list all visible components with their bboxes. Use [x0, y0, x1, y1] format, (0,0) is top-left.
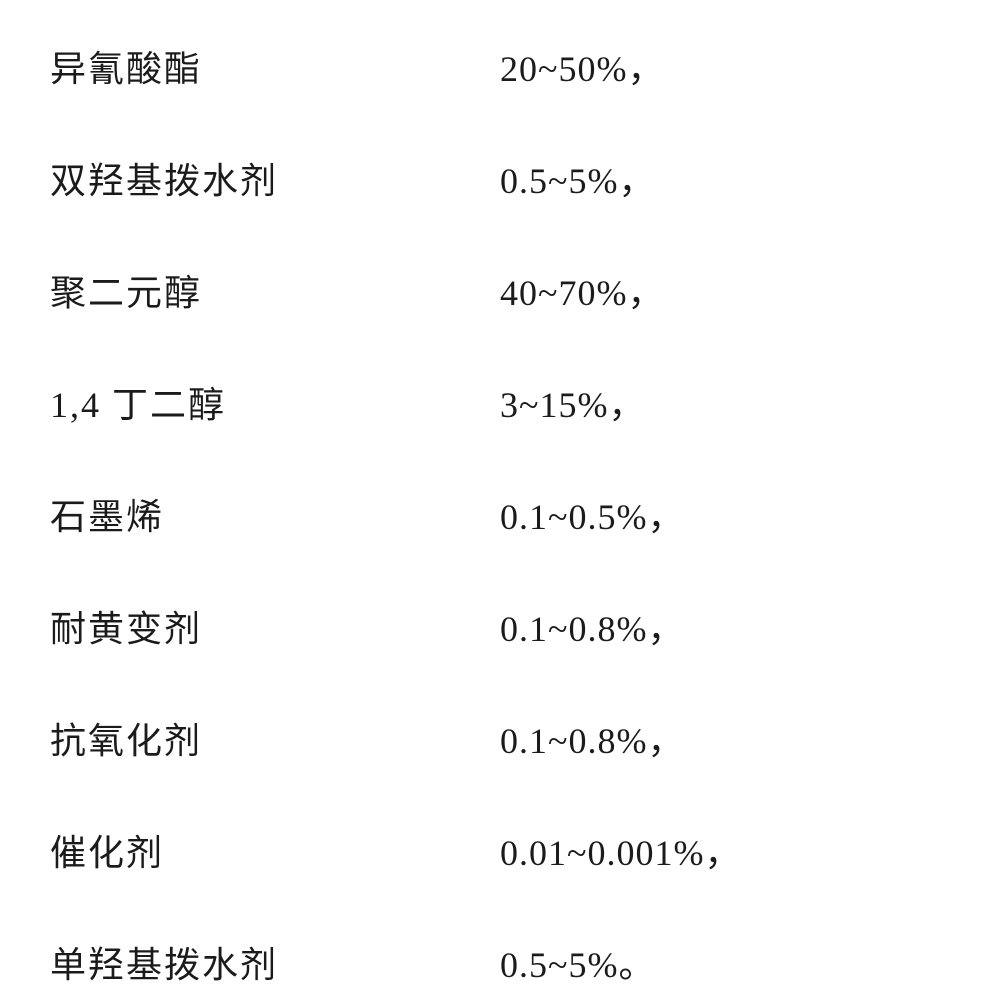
ingredient-name: 单羟基拨水剂	[50, 936, 500, 988]
ingredient-name: 异氰酸酯	[50, 40, 500, 92]
ingredient-name: 1,4 丁二醇	[50, 376, 500, 428]
ingredient-value: 0.5~5%。	[500, 936, 655, 988]
table-row: 石墨烯 0.1~0.5%，	[50, 488, 960, 540]
ingredient-name: 耐黄变剂	[50, 600, 500, 652]
ingredient-value: 0.1~0.8%，	[500, 600, 684, 652]
table-row: 耐黄变剂 0.1~0.8%，	[50, 600, 960, 652]
ingredient-value: 40~70%，	[500, 264, 664, 316]
ingredient-name: 聚二元醇	[50, 264, 500, 316]
ingredient-value: 0.1~0.8%，	[500, 712, 684, 764]
ingredient-name: 石墨烯	[50, 488, 500, 540]
composition-table: 异氰酸酯 20~50%， 双羟基拨水剂 0.5~5%， 聚二元醇 40~70%，…	[50, 40, 960, 988]
ingredient-value: 0.1~0.5%，	[500, 488, 684, 540]
ingredient-name: 双羟基拨水剂	[50, 152, 500, 204]
table-row: 1,4 丁二醇 3~15%，	[50, 376, 960, 428]
ingredient-value: 0.5~5%，	[500, 152, 655, 204]
ingredient-value: 20~50%，	[500, 40, 664, 92]
table-row: 催化剂 0.01~0.001%，	[50, 824, 960, 876]
table-row: 双羟基拨水剂 0.5~5%，	[50, 152, 960, 204]
table-row: 单羟基拨水剂 0.5~5%。	[50, 936, 960, 988]
ingredient-value: 3~15%，	[500, 376, 645, 428]
table-row: 抗氧化剂 0.1~0.8%，	[50, 712, 960, 764]
ingredient-name: 抗氧化剂	[50, 712, 500, 764]
ingredient-value: 0.01~0.001%，	[500, 824, 741, 876]
table-row: 聚二元醇 40~70%，	[50, 264, 960, 316]
ingredient-name: 催化剂	[50, 824, 500, 876]
table-row: 异氰酸酯 20~50%，	[50, 40, 960, 92]
